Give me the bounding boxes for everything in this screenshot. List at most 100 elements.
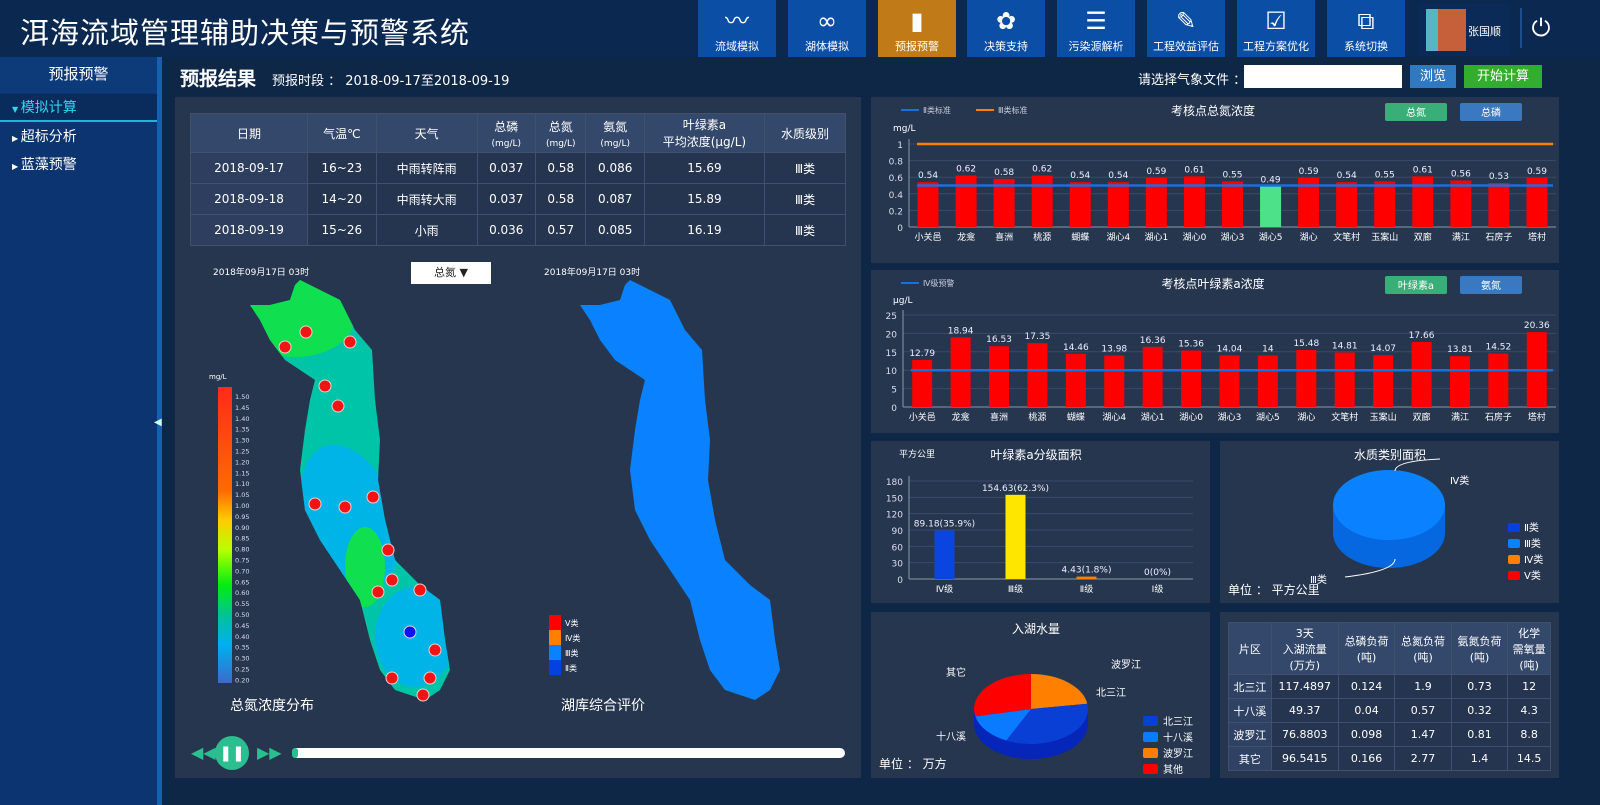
- data-label: 14.07: [1370, 344, 1396, 354]
- sample-point: [371, 585, 385, 599]
- sample-point: [299, 325, 313, 339]
- table-cell: 0.58: [534, 183, 587, 215]
- nav-7[interactable]: ⧉ 系统切换: [1327, 0, 1405, 57]
- legend-label: Ⅱ类: [1524, 521, 1539, 534]
- chart-toggle-button[interactable]: 叶绿素a: [1385, 276, 1447, 294]
- legend-swatch: [549, 660, 561, 675]
- x-tick: 湖心4: [1102, 412, 1126, 423]
- x-tick: Ⅳ级: [936, 583, 953, 595]
- table-cell: 0.57: [534, 214, 587, 246]
- warning-drop-icon: ▮: [910, 7, 924, 35]
- data-label: 0.59: [1146, 167, 1166, 177]
- bar: [1257, 355, 1278, 407]
- x-tick: 石房子: [1485, 411, 1512, 423]
- power-icon[interactable]: ⏻: [1520, 8, 1560, 48]
- map1-title: 总氮浓度分布: [230, 698, 314, 714]
- pie-slice: [1031, 674, 1088, 709]
- bar: [1027, 343, 1048, 407]
- data-label: 14: [1262, 344, 1274, 354]
- y-tick: 5: [891, 386, 897, 396]
- scale-tick: 1.25: [235, 448, 249, 456]
- nav-3[interactable]: ✿ 决策支持: [967, 0, 1045, 57]
- x-tick: 湖心0: [1179, 412, 1203, 423]
- scale-tick: 0.35: [235, 644, 249, 652]
- lake-evaluation-map[interactable]: [580, 280, 780, 700]
- nav-5[interactable]: ✎ 工程效益评估: [1147, 0, 1225, 57]
- playback-progress[interactable]: [292, 748, 845, 758]
- data-label: 89.18(35.9%): [914, 519, 975, 529]
- legend-label: Ⅴ类: [1524, 569, 1541, 582]
- x-tick: 湖心3: [1221, 232, 1245, 243]
- nav-2[interactable]: ▮ 预报预警: [878, 0, 956, 57]
- unit-label: 单位 ： 万方: [879, 756, 947, 771]
- user-box[interactable]: 张国顺: [1418, 4, 1510, 56]
- table-cell: 小雨: [375, 214, 478, 246]
- x-tick: Ⅱ级: [1080, 583, 1093, 595]
- col-area: 片区: [1228, 622, 1272, 675]
- bar: [1219, 355, 1240, 407]
- sidebar-item-exceed[interactable]: ▶ 超标分析: [0, 123, 157, 151]
- bar: [1031, 175, 1053, 227]
- table-cell: 15~26: [306, 214, 377, 246]
- x-tick: 双廊: [1414, 231, 1432, 243]
- col-tn: 总氮 (mg/L): [534, 113, 587, 153]
- scale-tick: 1.20: [235, 458, 249, 466]
- switch-icon: ⧉: [1357, 7, 1375, 35]
- x-tick: 湖心5: [1259, 232, 1283, 243]
- unit-label: 单位 ： 平方公里: [1228, 582, 1320, 597]
- sidebar-item-label: 超标分析: [20, 129, 77, 145]
- x-tick: Ⅰ级: [1152, 583, 1164, 595]
- chart-title: 考核点总氮浓度: [1171, 103, 1255, 118]
- chart-toggle-button[interactable]: 氨氮: [1460, 276, 1522, 294]
- sidebar-item-algae[interactable]: ▶ 蓝藻预警: [0, 151, 157, 179]
- nav-1[interactable]: ∞ 湖体模拟: [788, 0, 866, 57]
- pause-button[interactable]: ❚❚: [215, 736, 249, 770]
- data-label: 0.55: [1375, 170, 1395, 180]
- chart-title: 水质类别面积: [1354, 448, 1426, 462]
- pie-slice-iii: [1333, 470, 1445, 540]
- chart-toggle-button[interactable]: 总氮: [1385, 103, 1447, 121]
- y-tick: 150: [886, 494, 903, 504]
- tn-distribution-map[interactable]: [235, 277, 455, 702]
- scale-tick: 0.90: [235, 524, 249, 532]
- x-tick: 龙龛: [957, 231, 975, 243]
- sidebar-item-simulation[interactable]: ▼ 模拟计算: [0, 94, 157, 122]
- legend-swatch: [549, 645, 561, 660]
- slice-label: Ⅳ类: [1450, 474, 1469, 487]
- fast-forward-icon[interactable]: ▶▶: [257, 743, 282, 762]
- slice-label: 其它: [946, 666, 966, 679]
- nav-label: 预报预警: [895, 40, 939, 53]
- bar: [1069, 182, 1091, 227]
- sidebar-title: 预报预警: [0, 57, 157, 93]
- start-compute-button[interactable]: 开始计算: [1464, 65, 1542, 88]
- table-cell: 1.4: [1450, 746, 1509, 771]
- table-cell: 16~23: [306, 152, 377, 184]
- nav-6[interactable]: ☑ 工程方案优化: [1237, 0, 1315, 57]
- parameter-dropdown[interactable]: 总氮 ▼: [411, 262, 491, 284]
- map2-title: 湖库综合评价: [561, 698, 645, 714]
- x-tick: 湖心: [1297, 412, 1315, 423]
- x-tick: 喜洲: [995, 231, 1013, 243]
- chart-toggle-button[interactable]: 总磷: [1460, 103, 1522, 121]
- sidebar-splitter[interactable]: ◀: [154, 57, 162, 805]
- sample-point: [423, 671, 437, 685]
- data-label: 15.48: [1293, 339, 1319, 349]
- scale-tick: 0.50: [235, 611, 249, 619]
- forecast-period: 预报时段 ： 2018-09-17至2018-09-19: [272, 74, 510, 89]
- table-cell: 1.47: [1394, 722, 1452, 747]
- table-cell: 0.124: [1337, 674, 1396, 699]
- browse-button[interactable]: 浏览: [1410, 65, 1456, 88]
- rewind-icon[interactable]: ◀◀: [191, 743, 216, 762]
- weather-file-input[interactable]: [1244, 65, 1402, 88]
- sample-point: [413, 583, 427, 597]
- x-tick: 文笔村: [1333, 231, 1360, 243]
- page-title: 预报结果: [180, 68, 257, 90]
- col-nh3-load: 氨氮负荷 (吨): [1450, 622, 1509, 675]
- load-panel: 片区 3天 入湖流量 (万方) 总磷负荷 (吨) 总氮负荷 (吨) 氨氮负荷 (吨) 化学…: [1220, 612, 1559, 778]
- nav-4[interactable]: ☰ 污染源解析: [1057, 0, 1135, 57]
- x-tick: 满江: [1451, 412, 1469, 423]
- chla-area-chart: 0 30 60 90 120 150 180 平方公里 89.18(35.9%) Ⅳ级 154.63…: [886, 447, 1193, 595]
- data-label: 4.43(1.8%): [1062, 566, 1112, 576]
- collapse-arrow-icon[interactable]: ◀: [154, 417, 162, 428]
- nav-0[interactable]: 〰流域模拟: [698, 0, 776, 57]
